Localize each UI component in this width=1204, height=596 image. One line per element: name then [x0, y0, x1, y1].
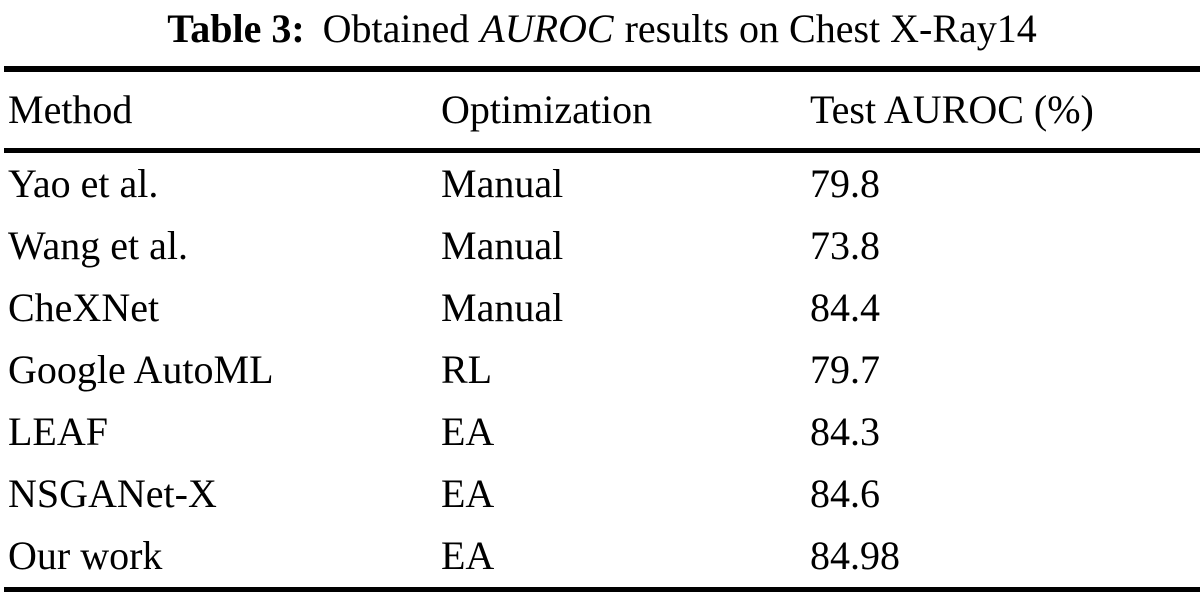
cell-auroc: 84.98	[810, 533, 900, 578]
cell-optimization: RL	[441, 347, 493, 392]
column-header-optimization: Optimization	[441, 87, 653, 132]
cell-auroc: 79.7	[810, 347, 880, 392]
table-caption-text-pre: Obtained	[322, 6, 470, 51]
table-caption-number: Table 3:	[167, 6, 305, 51]
cell-auroc: 73.8	[810, 223, 880, 268]
cell-optimization: EA	[441, 409, 495, 454]
cell-method: NSGANet-X	[8, 471, 217, 516]
cell-optimization: Manual	[441, 161, 564, 206]
table-row: CheXNet Manual 84.4	[0, 277, 1204, 339]
cell-method: Yao et al.	[8, 161, 159, 206]
caption-space	[614, 5, 625, 52]
cell-method: Google AutoML	[8, 347, 274, 392]
table-row: Our work EA 84.98	[0, 525, 1204, 587]
cell-auroc: 84.4	[810, 285, 880, 330]
cell-optimization: Manual	[441, 285, 564, 330]
column-header-test-auroc: Test AUROC (%)	[810, 87, 1094, 132]
cell-method: Wang et al.	[8, 223, 189, 268]
cell-method: LEAF	[8, 409, 108, 454]
cell-auroc: 79.8	[810, 161, 880, 206]
table-row: Google AutoML RL 79.7	[0, 339, 1204, 401]
table-caption-emphasis: AUROC	[480, 6, 614, 51]
table-row: LEAF EA 84.3	[0, 401, 1204, 463]
column-header-method: Method	[8, 87, 133, 132]
table-bottom-rule	[4, 587, 1200, 592]
table-header-row: Method Optimization Test AUROC (%)	[0, 72, 1204, 148]
cell-optimization: EA	[441, 471, 495, 516]
caption-space	[469, 5, 480, 52]
table-top-rule	[4, 66, 1200, 72]
table-mid-rule	[4, 148, 1200, 153]
cell-auroc: 84.3	[810, 409, 880, 454]
table-caption-text-post: results on Chest X-Ray14	[624, 6, 1037, 51]
table-row: Wang et al. Manual 73.8	[0, 215, 1204, 277]
cell-optimization: EA	[441, 533, 495, 578]
cell-auroc: 84.6	[810, 471, 880, 516]
cell-method: CheXNet	[8, 285, 160, 330]
table-row: Yao et al. Manual 79.8	[0, 153, 1204, 215]
cell-method: Our work	[8, 533, 163, 578]
cell-optimization: Manual	[441, 223, 564, 268]
table-caption: Table 3: Obtained AUROC results on Chest…	[0, 0, 1204, 66]
table-row: NSGANet-X EA 84.6	[0, 463, 1204, 525]
